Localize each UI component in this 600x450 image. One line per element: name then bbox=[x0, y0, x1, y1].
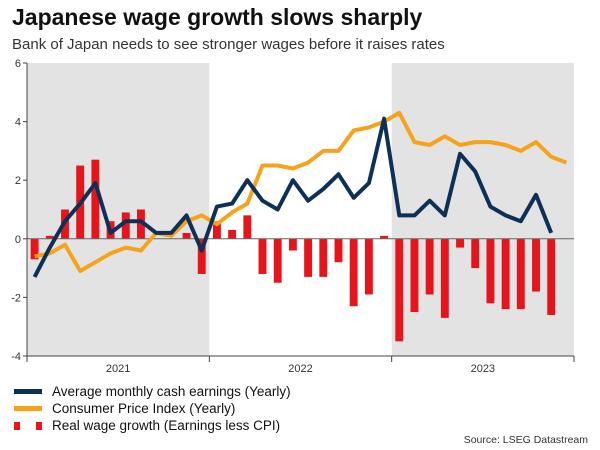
legend-swatch-real-wage bbox=[14, 421, 42, 430]
bar-real-wage-29 bbox=[471, 238, 480, 269]
bar-real-wage-25 bbox=[410, 238, 419, 313]
bar-real-wage-21 bbox=[349, 238, 358, 307]
bar-real-wage-0 bbox=[30, 238, 39, 260]
shade-band-2021 bbox=[27, 63, 210, 356]
chart-title: Japanese wage growth slows sharply bbox=[12, 4, 423, 30]
chart-subtitle: Bank of Japan needs to see stronger wage… bbox=[12, 36, 445, 53]
bar-real-wage-18 bbox=[304, 238, 313, 277]
bar-real-wage-14 bbox=[243, 215, 252, 239]
line-earnings bbox=[32, 116, 554, 278]
source-note: Source: LSEG Datastream bbox=[463, 434, 588, 446]
bar-real-wage-32 bbox=[516, 238, 525, 310]
bar-real-wage-19 bbox=[319, 238, 328, 277]
y-tick-label--2: -2 bbox=[11, 292, 21, 304]
y-tick-label-2: 2 bbox=[15, 175, 21, 187]
bar-real-wage-4 bbox=[91, 159, 100, 239]
x-year-label-2021: 2021 bbox=[106, 363, 130, 375]
legend-item-real-wage: Real wage growth (Earnings less CPI) bbox=[14, 417, 291, 434]
bar-real-wage-17 bbox=[288, 238, 297, 251]
bar-real-wage-28 bbox=[456, 238, 464, 248]
legend-label-real-wage: Real wage growth (Earnings less CPI) bbox=[52, 418, 281, 433]
x-year-label-2023: 2023 bbox=[471, 363, 495, 375]
legend: Average monthly cash earnings (Yearly) C… bbox=[14, 383, 291, 434]
bar-real-wage-34 bbox=[547, 238, 556, 315]
y-tick-label-6: 6 bbox=[15, 58, 21, 70]
legend-swatch-cpi bbox=[14, 406, 42, 411]
bar-real-wage-1 bbox=[45, 235, 54, 239]
series-lines bbox=[32, 110, 568, 278]
bar-real-wage-12 bbox=[212, 221, 221, 239]
legend-label-cpi: Consumer Price Index (Yearly) bbox=[52, 401, 236, 416]
y-tick-label-4: 4 bbox=[15, 117, 21, 129]
bar-real-wage-15 bbox=[258, 238, 267, 274]
bar-real-wage-26 bbox=[425, 238, 434, 295]
bar-real-wage-33 bbox=[532, 238, 540, 292]
bar-real-wage-13 bbox=[228, 230, 237, 239]
bar-real-wage-20 bbox=[334, 238, 343, 263]
bar-real-wage-27 bbox=[440, 238, 449, 318]
y-tick-label--4: -4 bbox=[11, 351, 21, 363]
line-cpi bbox=[34, 110, 568, 273]
bar-real-wage-22 bbox=[364, 238, 373, 295]
bar-real-wage-31 bbox=[501, 238, 510, 310]
x-year-label-2022: 2022 bbox=[288, 363, 312, 375]
legend-swatch-earnings bbox=[14, 389, 42, 394]
legend-item-earnings: Average monthly cash earnings (Yearly) bbox=[14, 383, 291, 400]
bar-real-wage-10 bbox=[182, 232, 191, 239]
bar-real-wage-24 bbox=[395, 238, 404, 342]
y-tick-label-0: 0 bbox=[15, 234, 21, 246]
bar-real-wage-11 bbox=[197, 238, 206, 274]
bar-real-wage-6 bbox=[121, 212, 130, 239]
legend-label-earnings: Average monthly cash earnings (Yearly) bbox=[52, 384, 291, 399]
axes: -4 -2 0 2 4 6 2021 2022 2023 bbox=[11, 58, 575, 375]
bar-real-wage-16 bbox=[273, 238, 282, 283]
bar-real-wage-7 bbox=[137, 209, 145, 239]
bar-real-wage-23 bbox=[380, 235, 389, 239]
legend-item-cpi: Consumer Price Index (Yearly) bbox=[14, 400, 291, 417]
bar-real-wage-30 bbox=[486, 238, 495, 304]
